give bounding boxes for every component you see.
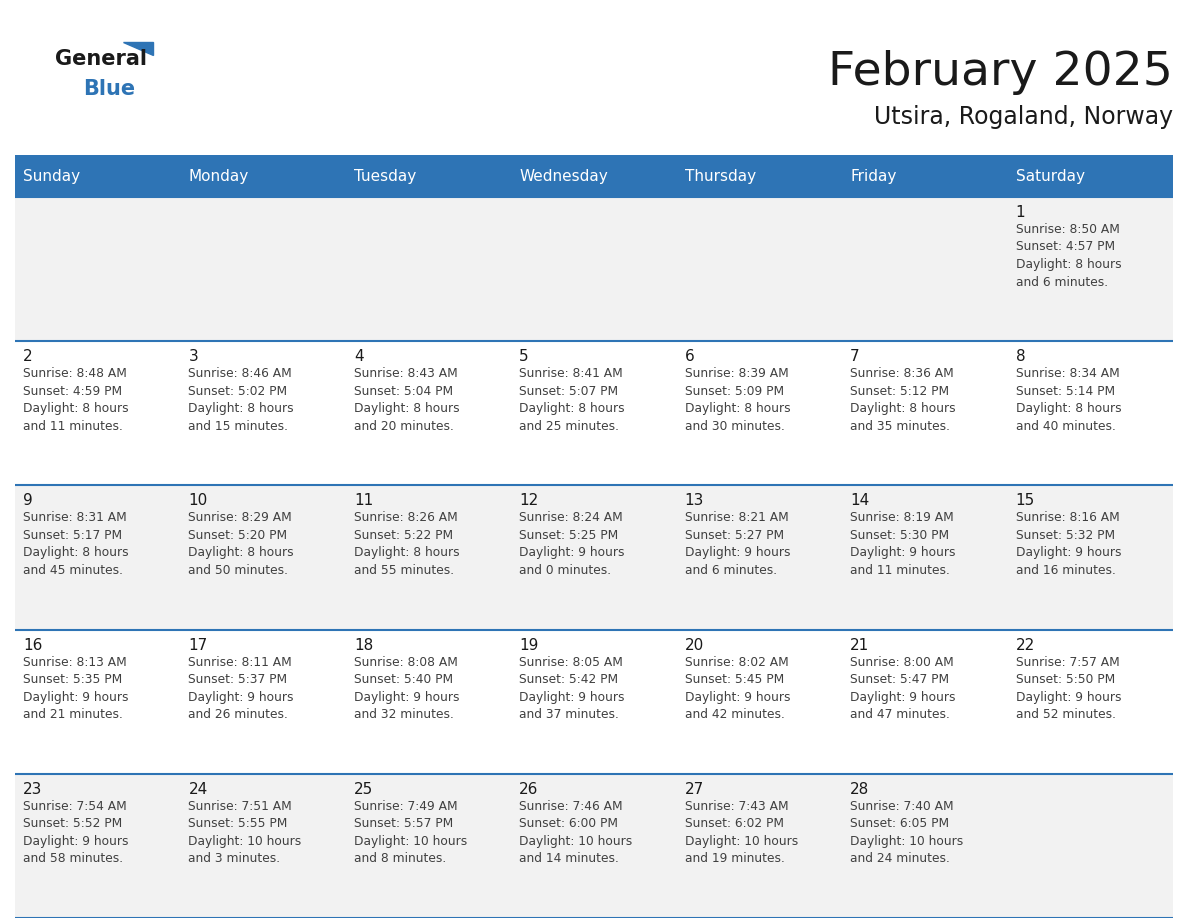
Text: Sunrise: 7:54 AM
Sunset: 5:52 PM
Daylight: 9 hours
and 58 minutes.: Sunrise: 7:54 AM Sunset: 5:52 PM Dayligh… xyxy=(23,800,128,866)
Text: Blue: Blue xyxy=(83,79,135,99)
Text: 22: 22 xyxy=(1016,638,1035,653)
Text: 16: 16 xyxy=(23,638,43,653)
Text: Sunrise: 8:34 AM
Sunset: 5:14 PM
Daylight: 8 hours
and 40 minutes.: Sunrise: 8:34 AM Sunset: 5:14 PM Dayligh… xyxy=(1016,367,1121,432)
Text: 18: 18 xyxy=(354,638,373,653)
Bar xyxy=(15,155,1173,197)
Text: 21: 21 xyxy=(851,638,870,653)
Text: 17: 17 xyxy=(189,638,208,653)
Text: February 2025: February 2025 xyxy=(828,50,1173,95)
Text: Saturday: Saturday xyxy=(1016,169,1085,184)
Text: Sunrise: 7:40 AM
Sunset: 6:05 PM
Daylight: 10 hours
and 24 minutes.: Sunrise: 7:40 AM Sunset: 6:05 PM Dayligh… xyxy=(851,800,963,866)
Text: 7: 7 xyxy=(851,349,860,364)
Text: 15: 15 xyxy=(1016,493,1035,509)
Polygon shape xyxy=(124,42,153,55)
Text: Friday: Friday xyxy=(851,169,897,184)
Text: 14: 14 xyxy=(851,493,870,509)
Bar xyxy=(15,486,1173,630)
Text: 24: 24 xyxy=(189,782,208,797)
Text: 1: 1 xyxy=(1016,205,1025,220)
Text: 26: 26 xyxy=(519,782,538,797)
Text: 13: 13 xyxy=(684,493,704,509)
Text: 19: 19 xyxy=(519,638,538,653)
Text: Sunrise: 8:00 AM
Sunset: 5:47 PM
Daylight: 9 hours
and 47 minutes.: Sunrise: 8:00 AM Sunset: 5:47 PM Dayligh… xyxy=(851,655,955,722)
Text: Sunrise: 8:16 AM
Sunset: 5:32 PM
Daylight: 9 hours
and 16 minutes.: Sunrise: 8:16 AM Sunset: 5:32 PM Dayligh… xyxy=(1016,511,1121,577)
Text: Sunrise: 7:49 AM
Sunset: 5:57 PM
Daylight: 10 hours
and 8 minutes.: Sunrise: 7:49 AM Sunset: 5:57 PM Dayligh… xyxy=(354,800,467,866)
Bar xyxy=(15,341,1173,486)
Text: Sunrise: 8:21 AM
Sunset: 5:27 PM
Daylight: 9 hours
and 6 minutes.: Sunrise: 8:21 AM Sunset: 5:27 PM Dayligh… xyxy=(684,511,790,577)
Text: 28: 28 xyxy=(851,782,870,797)
Text: 25: 25 xyxy=(354,782,373,797)
Text: General: General xyxy=(55,49,147,69)
Text: Sunrise: 8:48 AM
Sunset: 4:59 PM
Daylight: 8 hours
and 11 minutes.: Sunrise: 8:48 AM Sunset: 4:59 PM Dayligh… xyxy=(23,367,128,432)
Text: Sunrise: 8:39 AM
Sunset: 5:09 PM
Daylight: 8 hours
and 30 minutes.: Sunrise: 8:39 AM Sunset: 5:09 PM Dayligh… xyxy=(684,367,790,432)
Text: Sunrise: 7:51 AM
Sunset: 5:55 PM
Daylight: 10 hours
and 3 minutes.: Sunrise: 7:51 AM Sunset: 5:55 PM Dayligh… xyxy=(189,800,302,866)
Text: Thursday: Thursday xyxy=(684,169,756,184)
Text: Sunrise: 8:02 AM
Sunset: 5:45 PM
Daylight: 9 hours
and 42 minutes.: Sunrise: 8:02 AM Sunset: 5:45 PM Dayligh… xyxy=(684,655,790,722)
Text: Sunrise: 8:43 AM
Sunset: 5:04 PM
Daylight: 8 hours
and 20 minutes.: Sunrise: 8:43 AM Sunset: 5:04 PM Dayligh… xyxy=(354,367,460,432)
Bar xyxy=(15,630,1173,774)
Text: Sunday: Sunday xyxy=(23,169,80,184)
Text: Sunrise: 8:19 AM
Sunset: 5:30 PM
Daylight: 9 hours
and 11 minutes.: Sunrise: 8:19 AM Sunset: 5:30 PM Dayligh… xyxy=(851,511,955,577)
Text: Sunrise: 8:26 AM
Sunset: 5:22 PM
Daylight: 8 hours
and 55 minutes.: Sunrise: 8:26 AM Sunset: 5:22 PM Dayligh… xyxy=(354,511,460,577)
Text: Sunrise: 8:05 AM
Sunset: 5:42 PM
Daylight: 9 hours
and 37 minutes.: Sunrise: 8:05 AM Sunset: 5:42 PM Dayligh… xyxy=(519,655,625,722)
Text: Sunrise: 8:31 AM
Sunset: 5:17 PM
Daylight: 8 hours
and 45 minutes.: Sunrise: 8:31 AM Sunset: 5:17 PM Dayligh… xyxy=(23,511,128,577)
Text: 10: 10 xyxy=(189,493,208,509)
Text: 4: 4 xyxy=(354,349,364,364)
Text: Sunrise: 8:36 AM
Sunset: 5:12 PM
Daylight: 8 hours
and 35 minutes.: Sunrise: 8:36 AM Sunset: 5:12 PM Dayligh… xyxy=(851,367,956,432)
Text: Sunrise: 7:57 AM
Sunset: 5:50 PM
Daylight: 9 hours
and 52 minutes.: Sunrise: 7:57 AM Sunset: 5:50 PM Dayligh… xyxy=(1016,655,1121,722)
Text: Sunrise: 8:29 AM
Sunset: 5:20 PM
Daylight: 8 hours
and 50 minutes.: Sunrise: 8:29 AM Sunset: 5:20 PM Dayligh… xyxy=(189,511,295,577)
Text: Sunrise: 8:13 AM
Sunset: 5:35 PM
Daylight: 9 hours
and 21 minutes.: Sunrise: 8:13 AM Sunset: 5:35 PM Dayligh… xyxy=(23,655,128,722)
Text: Sunrise: 7:43 AM
Sunset: 6:02 PM
Daylight: 10 hours
and 19 minutes.: Sunrise: 7:43 AM Sunset: 6:02 PM Dayligh… xyxy=(684,800,798,866)
Text: Wednesday: Wednesday xyxy=(519,169,608,184)
Text: 20: 20 xyxy=(684,638,704,653)
Text: 9: 9 xyxy=(23,493,33,509)
Text: Tuesday: Tuesday xyxy=(354,169,416,184)
Text: Monday: Monday xyxy=(189,169,248,184)
Bar xyxy=(15,774,1173,918)
Text: 11: 11 xyxy=(354,493,373,509)
Text: Sunrise: 8:08 AM
Sunset: 5:40 PM
Daylight: 9 hours
and 32 minutes.: Sunrise: 8:08 AM Sunset: 5:40 PM Dayligh… xyxy=(354,655,460,722)
Bar xyxy=(15,197,1173,341)
Text: 6: 6 xyxy=(684,349,695,364)
Text: 12: 12 xyxy=(519,493,538,509)
Text: 27: 27 xyxy=(684,782,704,797)
Text: Sunrise: 8:41 AM
Sunset: 5:07 PM
Daylight: 8 hours
and 25 minutes.: Sunrise: 8:41 AM Sunset: 5:07 PM Dayligh… xyxy=(519,367,625,432)
Text: 2: 2 xyxy=(23,349,32,364)
Text: Sunrise: 8:50 AM
Sunset: 4:57 PM
Daylight: 8 hours
and 6 minutes.: Sunrise: 8:50 AM Sunset: 4:57 PM Dayligh… xyxy=(1016,223,1121,288)
Text: 23: 23 xyxy=(23,782,43,797)
Text: 8: 8 xyxy=(1016,349,1025,364)
Text: Utsira, Rogaland, Norway: Utsira, Rogaland, Norway xyxy=(874,105,1173,129)
Text: Sunrise: 8:46 AM
Sunset: 5:02 PM
Daylight: 8 hours
and 15 minutes.: Sunrise: 8:46 AM Sunset: 5:02 PM Dayligh… xyxy=(189,367,295,432)
Text: Sunrise: 8:11 AM
Sunset: 5:37 PM
Daylight: 9 hours
and 26 minutes.: Sunrise: 8:11 AM Sunset: 5:37 PM Dayligh… xyxy=(189,655,293,722)
Text: 3: 3 xyxy=(189,349,198,364)
Text: Sunrise: 8:24 AM
Sunset: 5:25 PM
Daylight: 9 hours
and 0 minutes.: Sunrise: 8:24 AM Sunset: 5:25 PM Dayligh… xyxy=(519,511,625,577)
Text: Sunrise: 7:46 AM
Sunset: 6:00 PM
Daylight: 10 hours
and 14 minutes.: Sunrise: 7:46 AM Sunset: 6:00 PM Dayligh… xyxy=(519,800,632,866)
Text: 5: 5 xyxy=(519,349,529,364)
